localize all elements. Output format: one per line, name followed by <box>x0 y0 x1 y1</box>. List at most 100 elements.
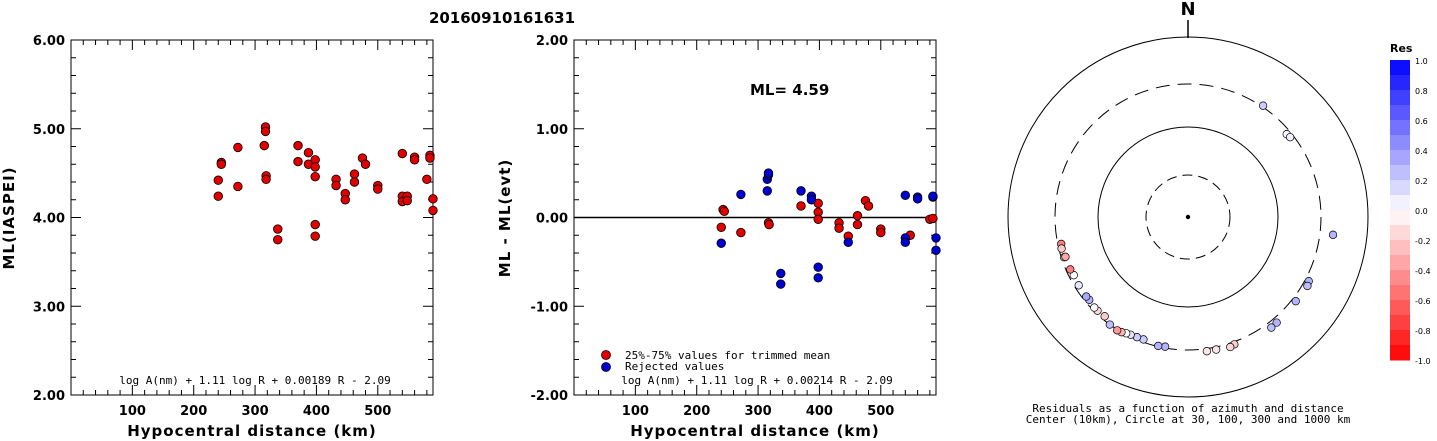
colorbar-tick-label: 0.6 <box>1415 117 1428 126</box>
data-point <box>428 205 438 216</box>
data-point <box>422 174 432 185</box>
data-point <box>806 195 817 205</box>
x-tick-label: 200 <box>180 404 207 419</box>
colorbar-block <box>1390 300 1410 316</box>
colorbar-block <box>1390 195 1410 211</box>
polar-point <box>1202 347 1212 356</box>
data-point <box>928 213 938 224</box>
data-point <box>716 222 726 232</box>
data-point <box>912 194 923 204</box>
colorbar-block <box>1390 90 1410 106</box>
x-tick-label: 300 <box>744 404 771 419</box>
colorbar-tick-label: 0.2 <box>1415 177 1428 186</box>
x-tick-label: 400 <box>303 404 330 419</box>
polar-point <box>1272 318 1281 327</box>
colorbar-block <box>1390 150 1410 166</box>
data-points-2 <box>716 168 941 289</box>
x-tick-label: 100 <box>119 404 146 419</box>
data-point <box>719 206 730 216</box>
data-point <box>340 195 350 205</box>
x-axis-label-1: Hypocentral distance (km) <box>127 422 377 440</box>
data-point <box>310 231 320 241</box>
data-point <box>776 268 786 279</box>
data-point <box>796 186 806 196</box>
data-point <box>310 219 320 230</box>
data-point <box>796 201 806 211</box>
y-tick-label: 3.00 <box>33 300 65 315</box>
data-point <box>233 181 243 192</box>
polar-point <box>1113 326 1122 335</box>
data-point <box>260 126 271 137</box>
data-point <box>360 159 371 169</box>
polar-point <box>1082 292 1091 301</box>
data-point <box>216 159 227 169</box>
colorbar-block <box>1390 315 1410 331</box>
x-tick-label: 100 <box>622 404 649 419</box>
ring-100km <box>1097 126 1279 308</box>
y-tick-label: 4.00 <box>33 212 65 227</box>
ml-annotation: ML= 4.59 <box>750 81 829 99</box>
polar-point <box>1100 312 1109 321</box>
panel-ml-residual: 100 200 300 400 500 -2.00 -1.00 0.00 1.00 2.00 ML… <box>496 34 941 440</box>
colorbar-tick-label: -0.8 <box>1415 327 1431 336</box>
polar-point <box>1074 281 1083 290</box>
x-tick-label: 400 <box>806 404 833 419</box>
data-point <box>834 223 844 233</box>
data-point <box>876 227 886 238</box>
colorbar-block <box>1390 60 1410 76</box>
y-tick-label: 2.00 <box>536 34 568 49</box>
colorbar-block <box>1390 285 1410 301</box>
colorbar-block <box>1390 270 1410 286</box>
data-point <box>259 140 269 151</box>
data-point <box>716 238 726 248</box>
axes-ticks-2: 100 200 300 400 500 -2.00 -1.00 0.00 1.00 2.00 <box>531 34 936 419</box>
data-point <box>843 237 853 248</box>
colorbar-block <box>1390 345 1410 361</box>
polar-point <box>1057 244 1066 253</box>
caption-line-1: Residuals as a function of azimuth and d… <box>1032 402 1343 415</box>
colorbar-tick-label: -0.2 <box>1415 237 1431 246</box>
colorbar-block <box>1390 120 1410 136</box>
polar-point <box>1291 297 1300 306</box>
polar-point <box>1303 281 1312 291</box>
data-point <box>261 174 271 185</box>
colorbar-block <box>1390 225 1410 241</box>
panel-polar: N Residuals as a function of azimuth and… <box>1007 0 1369 426</box>
data-point <box>349 177 360 187</box>
polar-point <box>1212 345 1221 354</box>
data-point <box>762 186 772 196</box>
data-point <box>928 191 938 201</box>
data-points-1 <box>213 122 438 245</box>
legend-marker-trimmed <box>601 350 611 360</box>
data-point <box>428 194 438 204</box>
colorbar-block <box>1390 330 1410 346</box>
panel-ml-iaspei: 100 200 300 400 500 2.00 3.00 4.00 5.00 6.00 ML(I… <box>0 34 438 440</box>
data-point <box>213 175 223 185</box>
y-axis-label-2: ML - ML(evt) <box>496 159 514 277</box>
data-point <box>349 169 360 179</box>
data-point <box>736 227 746 238</box>
colorbar-tick-label: 0.4 <box>1415 147 1428 156</box>
colorbar-block <box>1390 105 1410 121</box>
x-tick-label: 200 <box>683 404 710 419</box>
data-point <box>931 245 941 256</box>
polar-point <box>1105 320 1114 329</box>
data-point <box>213 191 223 201</box>
ring-300km <box>1054 83 1322 351</box>
colorbar-tick-label: -0.4 <box>1415 267 1431 276</box>
formula-1: log A(nm) + 1.11 log R + 0.00189 R - 2.0… <box>119 374 391 387</box>
legend-marker-rejected <box>601 362 611 372</box>
y-tick-label: 5.00 <box>33 123 65 138</box>
polar-point <box>1090 303 1099 312</box>
colorbar-block <box>1390 210 1410 226</box>
colorbar-block <box>1390 165 1410 181</box>
colorbar-block <box>1390 75 1410 91</box>
polar-point <box>1066 265 1075 274</box>
colorbar-tick-label: 0.0 <box>1415 207 1428 216</box>
colorbar-ticks: 1.0 0.8 0.6 0.4 0.2 0.0 -0.2 -0.4 -0.6 -0.8 -1.0 <box>1415 57 1431 366</box>
data-point <box>373 184 383 194</box>
x-tick-label: 500 <box>364 404 391 419</box>
center-point <box>1185 214 1191 220</box>
caption-line-2: Center (10km), Circle at 30, 100, 300 an… <box>1026 413 1351 426</box>
